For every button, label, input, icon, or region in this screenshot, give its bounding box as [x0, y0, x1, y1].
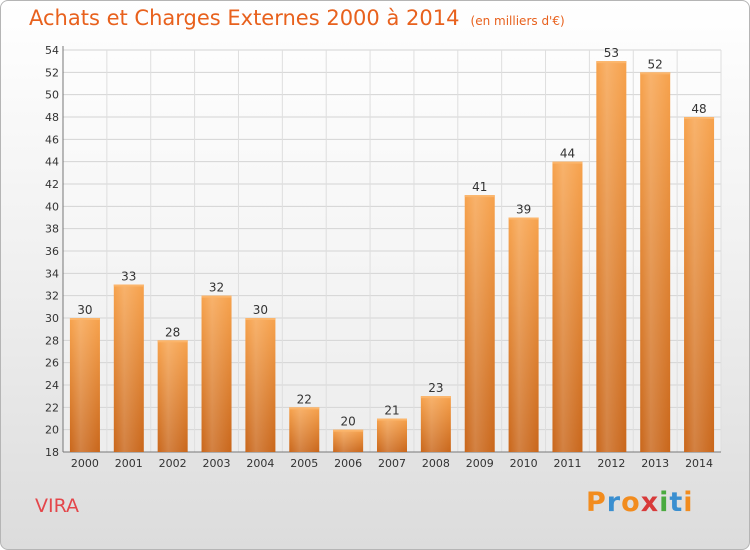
y-tick-label: 50 [45, 89, 59, 102]
commune-name: VIRA [35, 495, 80, 517]
bar-highlight [596, 61, 627, 453]
bar-top-edge [684, 117, 715, 119]
bar-top-edge [333, 429, 364, 432]
data-label: 21 [384, 404, 399, 418]
logo-letter: P [586, 487, 607, 518]
bar-top-edge [464, 195, 495, 198]
y-tick-label: 34 [45, 267, 59, 280]
title-row: Achats et Charges Externes 2000 à 2014 (… [29, 6, 565, 30]
bar-top-edge [377, 418, 407, 421]
bar-top-edge [552, 161, 583, 164]
chart-title: Achats et Charges Externes 2000 à 2014 [29, 6, 460, 30]
x-tick-label: 2012 [597, 457, 625, 470]
proxiti-logo: Proxiti [586, 487, 694, 518]
x-tick-label: 2008 [422, 457, 450, 470]
data-label: 44 [560, 147, 575, 161]
y-tick-label: 20 [45, 424, 59, 437]
data-label: 23 [428, 381, 443, 395]
data-label: 33 [121, 270, 136, 284]
y-tick-label: 32 [45, 290, 59, 303]
x-tick-label: 2006 [334, 457, 362, 470]
data-label: 39 [516, 203, 531, 217]
y-tick-label: 42 [45, 178, 59, 191]
bar-top-edge [245, 318, 276, 320]
data-label: 30 [77, 303, 92, 317]
bar-highlight [377, 418, 407, 452]
data-label: 41 [472, 180, 487, 194]
bar-highlight [552, 161, 583, 452]
bar-layer [69, 61, 715, 453]
y-tick-label: 46 [45, 133, 59, 146]
y-tick-label: 40 [45, 200, 59, 213]
x-tick-label: 2000 [71, 457, 99, 470]
x-tick-label: 2007 [378, 457, 406, 470]
bar-top-edge [201, 295, 232, 298]
y-tick-label: 28 [45, 334, 59, 347]
y-tick-label: 26 [45, 357, 59, 370]
y-tick-label: 48 [45, 111, 59, 124]
bar-highlight [684, 117, 715, 452]
logo-letter: t [669, 487, 684, 518]
x-tick-label: 2009 [466, 457, 494, 470]
logo-letter: i [683, 487, 694, 518]
y-tick-label: 30 [45, 312, 59, 325]
bar-top-edge [289, 407, 320, 410]
x-tick-label: 2013 [641, 457, 669, 470]
logo-letter: o [621, 487, 641, 518]
x-tick-label: 2004 [246, 457, 274, 470]
bar-top-edge [420, 396, 451, 399]
bar-highlight [464, 195, 495, 452]
bar-top-edge [508, 217, 539, 220]
bar-highlight [640, 72, 671, 452]
bar-top-edge [157, 340, 188, 343]
bar-highlight [69, 318, 100, 452]
y-tick-label: 24 [45, 379, 59, 392]
axis-layer: 18 20 22 24 26 28 30 32 34 36 38 40 42 44 46 48 50 52 54 [45, 44, 721, 459]
bar-highlight [157, 340, 188, 452]
x-tick-label: 2005 [290, 457, 318, 470]
data-label: 20 [340, 415, 355, 429]
data-label: 53 [604, 46, 619, 60]
label-layer: 30 2000 33 2001 28 2002 32 2003 30 2004 22 2005 20 20… [71, 46, 713, 470]
chart-subtitle: (en milliers d'€) [470, 14, 565, 28]
data-label: 52 [648, 57, 663, 71]
bar-highlight [201, 295, 232, 452]
bar-highlight [508, 217, 539, 452]
y-tick-label: 18 [45, 446, 59, 459]
y-tick-label: 22 [45, 401, 59, 414]
data-label: 22 [297, 392, 312, 406]
logo-letter: i [659, 487, 670, 518]
bar-top-edge [640, 72, 671, 75]
y-tick-label: 44 [45, 156, 59, 169]
x-tick-label: 2002 [159, 457, 187, 470]
bar-top-edge [113, 284, 144, 287]
data-label: 48 [691, 102, 706, 116]
bar-highlight [289, 407, 320, 452]
data-label: 32 [209, 281, 224, 295]
x-tick-label: 2011 [553, 457, 581, 470]
x-tick-label: 2001 [115, 457, 143, 470]
y-tick-label: 38 [45, 223, 59, 236]
y-tick-label: 52 [45, 66, 59, 79]
bar-top-edge [596, 61, 627, 64]
x-tick-label: 2003 [203, 457, 231, 470]
logo-letter: x [640, 487, 660, 518]
bar-top-edge [69, 318, 100, 320]
data-label: 30 [253, 303, 268, 317]
y-tick-label: 54 [45, 44, 59, 57]
x-tick-label: 2014 [685, 457, 713, 470]
bar-highlight [113, 284, 144, 452]
bar-highlight [420, 396, 451, 452]
x-tick-label: 2010 [510, 457, 538, 470]
y-tick-label: 36 [45, 245, 59, 258]
bar-highlight [245, 318, 276, 452]
bar-highlight [333, 429, 364, 452]
data-label: 28 [165, 325, 180, 339]
logo-letter: r [606, 487, 622, 518]
